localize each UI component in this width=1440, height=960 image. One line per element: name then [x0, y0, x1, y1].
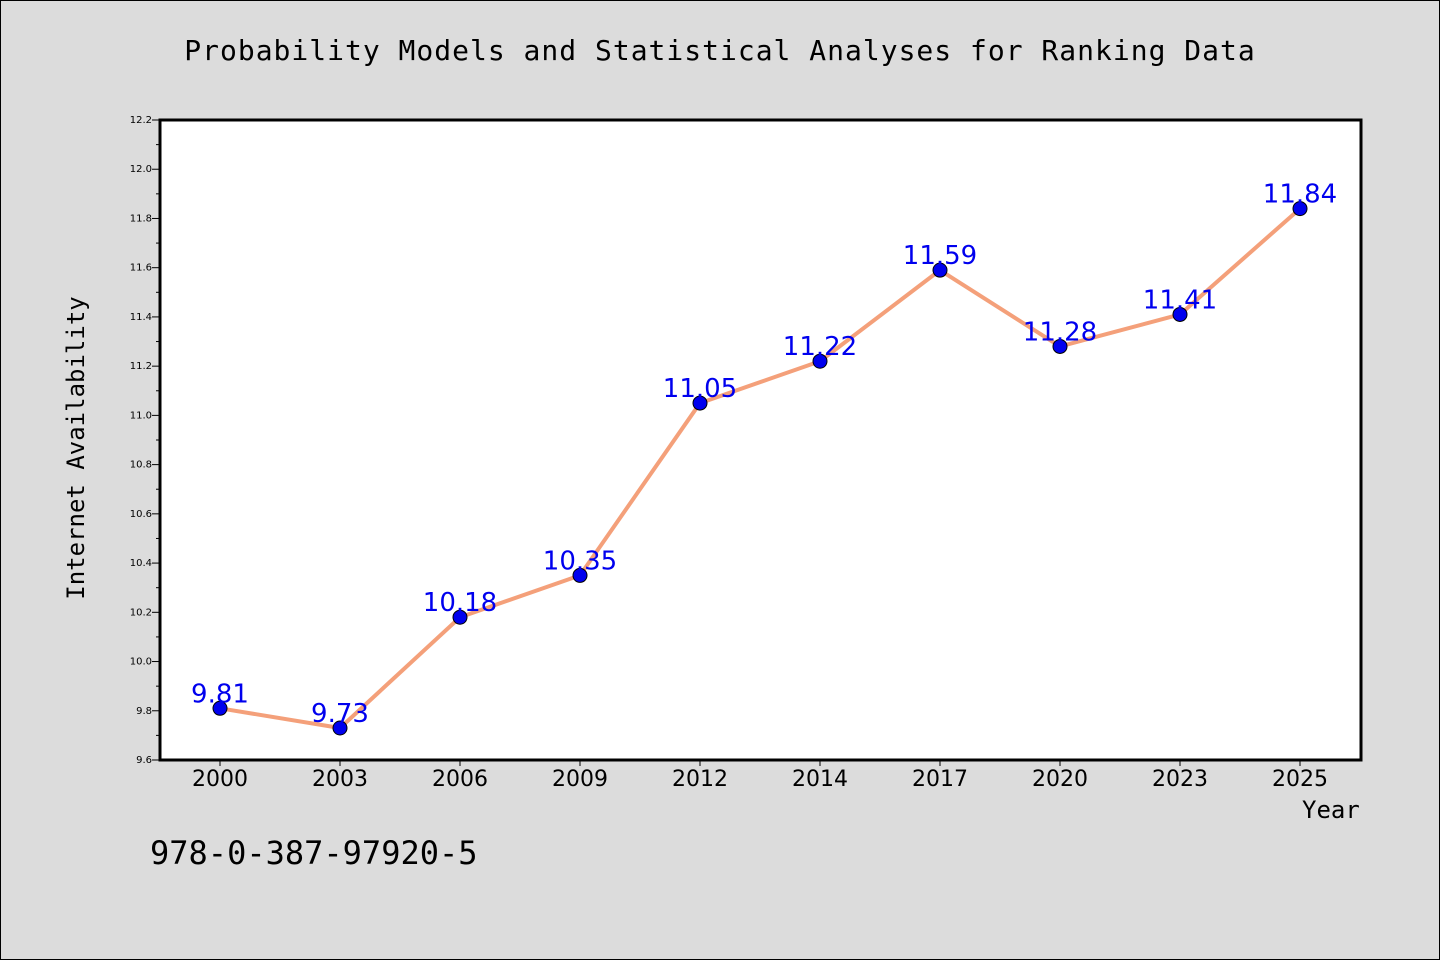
- x-tick-label: 2014: [792, 767, 848, 792]
- y-tick-label: 10.6: [130, 509, 152, 520]
- x-tick-label: 2009: [552, 767, 608, 792]
- y-tick-label: 9.8: [136, 706, 152, 717]
- x-tick-label: 2020: [1032, 767, 1088, 792]
- y-tick-label: 9.6: [136, 755, 152, 766]
- data-label: 9.73: [311, 699, 369, 729]
- y-tick-label: 10.8: [130, 460, 152, 471]
- y-tick-label: 10.0: [130, 657, 152, 668]
- y-tick-label: 11.4: [130, 312, 152, 323]
- x-tick-label: 2000: [192, 767, 248, 792]
- x-tick-label: 2023: [1152, 767, 1208, 792]
- y-tick-label: 11.2: [130, 361, 152, 372]
- data-point: [1172, 306, 1188, 322]
- data-point: [1052, 338, 1068, 354]
- y-tick-label: 10.4: [130, 558, 152, 569]
- data-point: [1292, 201, 1308, 217]
- data-label: 10.18: [423, 588, 497, 618]
- x-axis-label: Year: [1302, 796, 1360, 824]
- series-line: [218, 206, 1302, 730]
- x-tick-label: 2003: [312, 767, 368, 792]
- data-point: [572, 567, 588, 583]
- data-label: 11.22: [783, 332, 857, 362]
- plot-area: [160, 120, 1361, 760]
- data-point: [452, 609, 468, 625]
- data-point: [932, 262, 948, 278]
- data-point: [332, 720, 348, 736]
- data-label: 11.84: [1263, 180, 1337, 210]
- y-tick-label: 12.2: [130, 115, 152, 126]
- isbn-text: 978-0-387-97920-5: [150, 834, 478, 872]
- y-tick-label: 10.2: [130, 607, 152, 618]
- chart-title: Probability Models and Statistical Analy…: [184, 34, 1256, 67]
- x-tick-label: 2006: [432, 767, 488, 792]
- x-tick-label: 2025: [1272, 767, 1328, 792]
- data-label: 10.35: [543, 546, 617, 576]
- data-point: [812, 353, 828, 369]
- x-tick-label: 2017: [912, 767, 968, 792]
- plot-border: [158, 118, 1363, 762]
- data-point: [692, 395, 708, 411]
- data-label: 11.28: [1023, 317, 1097, 347]
- data-label: 9.81: [191, 679, 249, 709]
- data-label: 11.59: [903, 241, 977, 271]
- data-label: 11.41: [1143, 285, 1217, 315]
- data-label: 11.05: [663, 374, 737, 404]
- y-tick-label: 12.0: [130, 164, 152, 175]
- y-tick-label: 11.8: [130, 213, 152, 224]
- y-tick-label: 11.6: [130, 263, 152, 274]
- data-point: [212, 700, 228, 716]
- y-tick-label: 11.0: [130, 410, 152, 421]
- x-tick-label: 2012: [672, 767, 728, 792]
